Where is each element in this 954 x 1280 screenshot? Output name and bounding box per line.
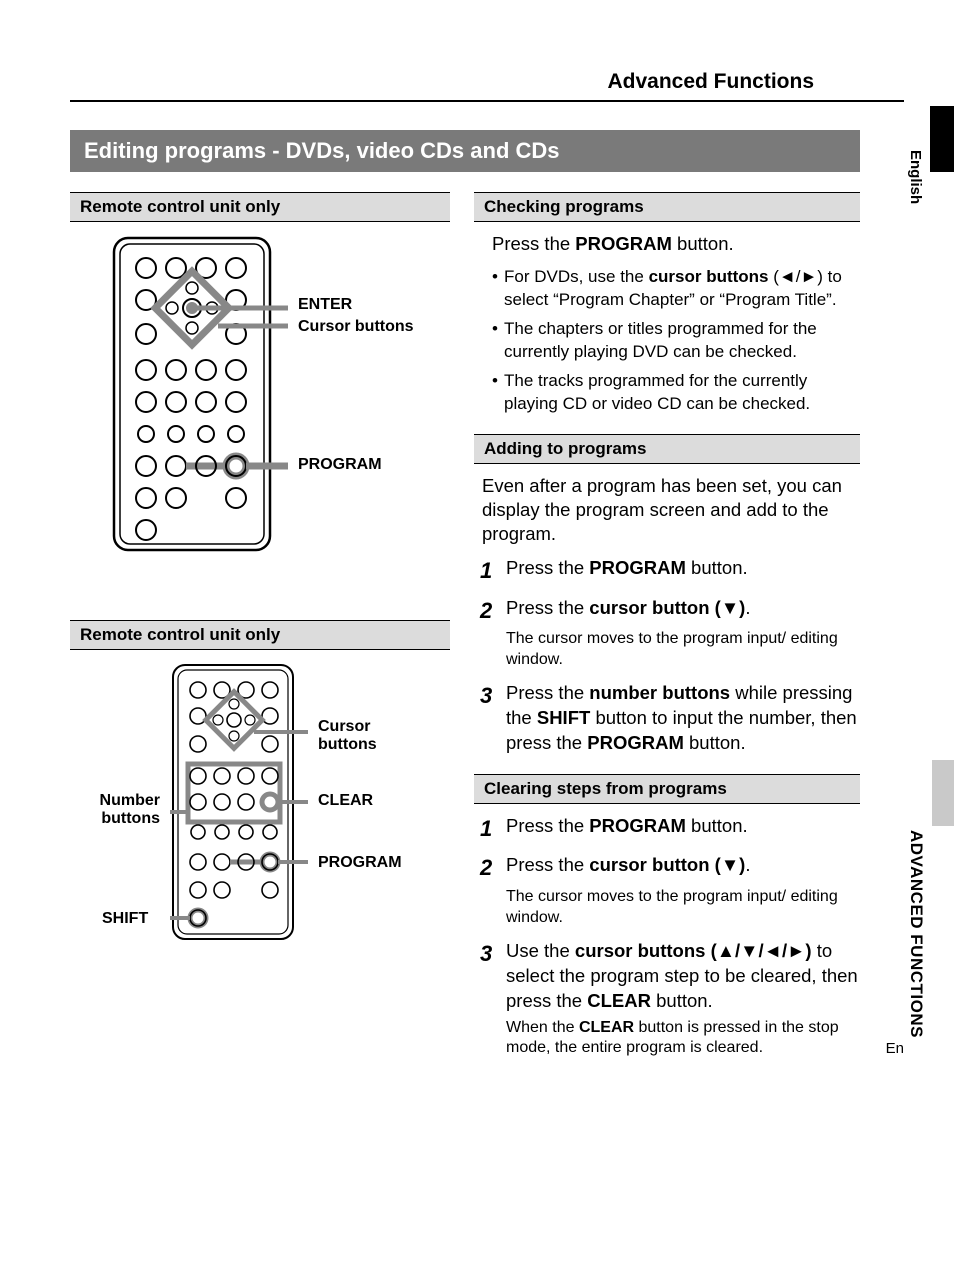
language-label: English — [907, 150, 924, 204]
right-column: Checking programs Press the PROGRAM butt… — [474, 186, 860, 1067]
remote-diagram-2: Cursor buttons CLEAR PROGRAM Number butt… — [170, 662, 450, 942]
label-clear: CLEAR — [318, 792, 373, 810]
label-number: Number buttons — [80, 792, 160, 829]
label-shift: SHIFT — [102, 910, 148, 928]
page-header: Advanced Functions — [70, 70, 904, 102]
side-grey-tab — [932, 760, 954, 826]
title-bar: Editing programs - DVDs, video CDs and C… — [70, 130, 860, 172]
checking-heading: Checking programs — [474, 192, 860, 222]
bullet-2: The chapters or titles programmed for th… — [492, 318, 860, 364]
remote-only-heading-2: Remote control unit only — [70, 620, 450, 650]
adding-intro: Even after a program has been set, you c… — [482, 474, 860, 546]
adding-step-1: 1 Press the PROGRAM button. — [480, 556, 860, 586]
remote-only-heading-1: Remote control unit only — [70, 192, 450, 222]
label-program-1: PROGRAM — [298, 456, 382, 474]
bullet-3: The tracks programmed for the currently … — [492, 370, 860, 416]
checking-bullets: For DVDs, use the cursor buttons (◄/►) t… — [492, 266, 860, 416]
adding-step-2-note: The cursor moves to the program input/ e… — [506, 629, 860, 671]
remote-diagram-1: ENTER Cursor buttons PROGRAM — [110, 234, 450, 554]
label-program-2: PROGRAM — [318, 854, 402, 872]
clearing-heading: Clearing steps from programs — [474, 774, 860, 804]
label-cursor-1: Cursor buttons — [298, 318, 414, 336]
clearing-step-3-note: When the CLEAR button is pressed in the … — [506, 1018, 860, 1060]
adding-heading: Adding to programs — [474, 434, 860, 464]
checking-press: Press the PROGRAM button. — [492, 232, 860, 256]
clearing-step-2: 2 Press the cursor button (▼). — [480, 853, 860, 883]
section-side-label: ADVANCED FUNCTIONS — [906, 830, 926, 1038]
bullet-1: For DVDs, use the cursor buttons (◄/►) t… — [492, 266, 860, 312]
clearing-step-2-note: The cursor moves to the program input/ e… — [506, 887, 860, 929]
label-cursor-2: Cursor buttons — [318, 718, 377, 755]
clearing-step-1: 1 Press the PROGRAM button. — [480, 814, 860, 844]
clearing-step-3: 3 Use the cursor buttons (▲/▼/◄/►) to se… — [480, 939, 860, 1014]
adding-step-3: 3 Press the number buttons while pressin… — [480, 681, 860, 756]
left-column: Remote control unit only — [70, 186, 450, 1067]
label-enter: ENTER — [298, 296, 352, 314]
page-footer: En — [886, 1040, 904, 1057]
corner-tab — [930, 106, 954, 172]
adding-step-2: 2 Press the cursor button (▼). — [480, 596, 860, 626]
